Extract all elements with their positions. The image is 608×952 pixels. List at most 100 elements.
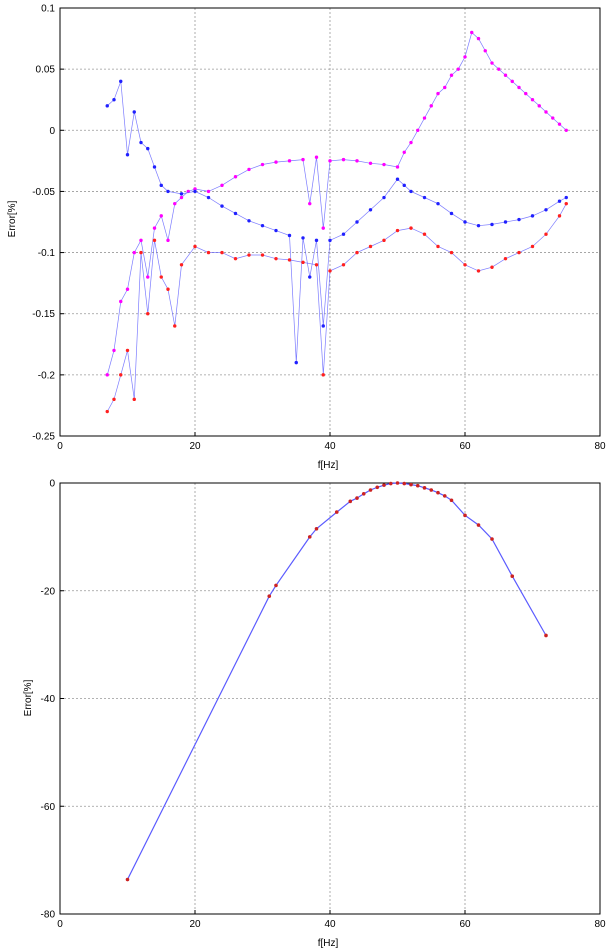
- y-tick-label: -0.05: [32, 187, 55, 198]
- data-point: [449, 211, 454, 216]
- data-point: [193, 244, 197, 249]
- data-point: [551, 116, 555, 120]
- data-point: [193, 187, 197, 191]
- data-point: [449, 73, 454, 77]
- y-tick-label: 0.1: [41, 4, 55, 15]
- x-tick-label: 20: [189, 919, 201, 930]
- data-point: [341, 263, 346, 267]
- data-point: [368, 488, 373, 492]
- data-point: [206, 250, 211, 255]
- data-point: [348, 499, 353, 504]
- x-tick-label: 80: [594, 919, 606, 930]
- data-point: [463, 55, 467, 59]
- data-point: [530, 98, 535, 102]
- y-tick-label: -0.25: [32, 432, 55, 443]
- data-point: [119, 79, 123, 84]
- data-point: [375, 485, 380, 490]
- data-point: [301, 157, 305, 162]
- data-point: [557, 199, 562, 203]
- data-point: [247, 253, 251, 257]
- data-point: [470, 30, 474, 35]
- data-point: [308, 201, 312, 206]
- data-point: [564, 201, 568, 206]
- data-point: [173, 324, 177, 328]
- data-point: [220, 204, 224, 208]
- data-point: [274, 583, 278, 588]
- data-point: [105, 373, 109, 377]
- data-point: [308, 275, 312, 279]
- data-point: [166, 238, 170, 243]
- data-point: [159, 183, 163, 188]
- data-point: [294, 360, 298, 365]
- data-point: [422, 195, 427, 200]
- data-point: [503, 256, 508, 261]
- data-point: [267, 594, 272, 598]
- data-point: [132, 250, 136, 255]
- data-point: [409, 482, 413, 487]
- data-point: [476, 523, 481, 527]
- data-point: [388, 481, 393, 486]
- data-point: [422, 486, 427, 490]
- data-point: [490, 265, 494, 269]
- y-axis-label-bottom: Error[%]: [23, 679, 34, 716]
- data-point: [382, 238, 386, 243]
- data-point: [146, 312, 150, 316]
- data-point: [125, 287, 130, 291]
- data-point: [530, 214, 535, 218]
- data-point: [159, 275, 163, 279]
- data-point: [442, 494, 447, 498]
- data-point: [260, 162, 265, 167]
- y-tick-label: 0: [49, 479, 55, 490]
- y-tick-label: 0: [49, 126, 55, 137]
- data-point: [490, 537, 494, 541]
- data-point: [490, 222, 494, 227]
- data-point: [166, 287, 170, 291]
- data-point: [119, 373, 123, 377]
- data-point: [314, 526, 319, 531]
- data-point: [233, 211, 238, 216]
- data-point: [247, 219, 251, 223]
- data-point: [368, 244, 373, 249]
- data-point: [503, 73, 508, 77]
- data-point: [179, 192, 184, 196]
- data-point: [125, 153, 130, 157]
- data-point: [557, 214, 562, 218]
- data-point: [355, 250, 359, 255]
- data-point: [368, 208, 373, 212]
- chart-bottom: Error[%] f[Hz] 0 20 40 60 80 0 -20 -40 -60 -80: [23, 479, 606, 950]
- data-point: [537, 104, 541, 108]
- data-point: [429, 488, 434, 492]
- data-point: [436, 91, 440, 96]
- data-point: [125, 348, 130, 353]
- data-point: [179, 195, 184, 200]
- x-tick-label: 40: [324, 919, 336, 930]
- data-point: [463, 263, 467, 267]
- data-point: [112, 397, 116, 402]
- x-tick-label: 60: [459, 441, 471, 452]
- data-point: [206, 189, 211, 194]
- data-point: [436, 490, 440, 495]
- data-point: [463, 513, 467, 518]
- data-point: [132, 110, 136, 114]
- series-line: [106, 203, 567, 412]
- y-tick-label: -0.15: [32, 309, 55, 320]
- data-point: [105, 104, 109, 108]
- data-point: [490, 61, 494, 65]
- data-point: [341, 157, 346, 162]
- data-point: [146, 146, 150, 151]
- y-tick-label: 0.05: [36, 65, 56, 76]
- data-point: [436, 201, 440, 206]
- data-point: [402, 150, 406, 154]
- series-line: [107, 81, 567, 363]
- data-point: [321, 373, 325, 377]
- data-point: [544, 208, 548, 212]
- data-point: [159, 214, 163, 218]
- data-point: [510, 574, 515, 579]
- data-point: [125, 877, 130, 882]
- data-point: [544, 232, 548, 236]
- data-point: [307, 535, 312, 539]
- x-tick-label: 20: [189, 441, 201, 452]
- data-point: [146, 275, 150, 279]
- data-point: [314, 155, 319, 159]
- data-point: [422, 232, 427, 236]
